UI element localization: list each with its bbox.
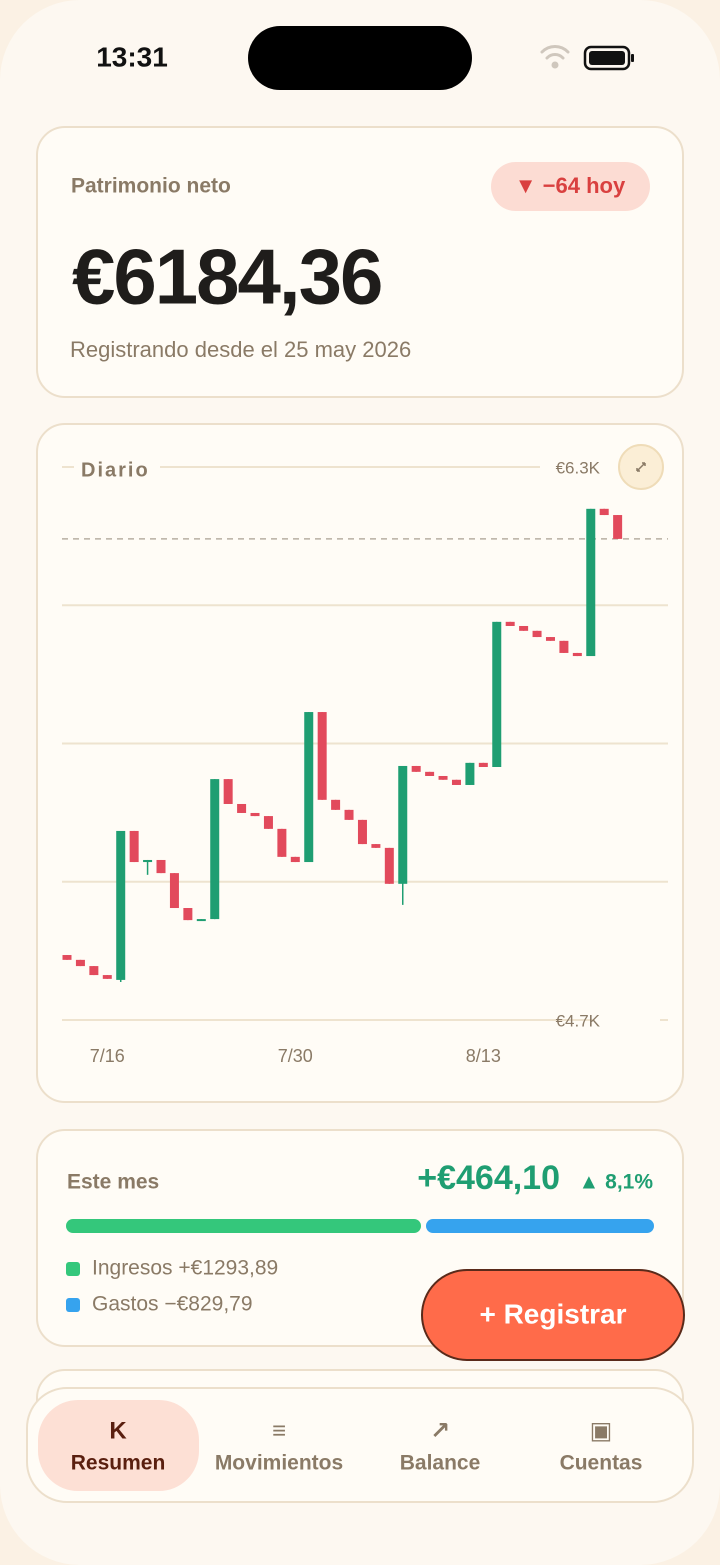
x-tick-label: 8/13 bbox=[466, 1046, 501, 1066]
candle-body bbox=[62, 955, 72, 960]
tab-bar bbox=[26, 1387, 694, 1503]
candle-body bbox=[532, 630, 542, 638]
month-pct: ▲ 8,1% bbox=[579, 1171, 654, 1194]
income-bar bbox=[66, 1219, 421, 1233]
candle-body bbox=[505, 621, 515, 626]
candle-body bbox=[384, 847, 394, 884]
income-swatch bbox=[66, 1262, 80, 1276]
candle-body bbox=[250, 812, 260, 817]
change-pill bbox=[491, 162, 650, 211]
chart-title: Diario bbox=[81, 459, 150, 481]
candle-body bbox=[102, 975, 112, 979]
x-tick-label: 7/30 bbox=[278, 1046, 313, 1066]
candle-body bbox=[304, 712, 314, 863]
candle-body bbox=[277, 828, 287, 857]
register-label: + Registrar bbox=[479, 1298, 626, 1329]
candle-body bbox=[183, 908, 193, 921]
tab-items: K Resumen ≡ Movimientos ↗ Balance ▣ Cuentas bbox=[71, 1417, 643, 1474]
x-tick-label: 7/16 bbox=[90, 1046, 125, 1066]
candle-body bbox=[116, 830, 126, 980]
candle-body bbox=[143, 859, 153, 863]
tab-label[interactable]: Resumen bbox=[71, 1452, 166, 1475]
candle-body bbox=[89, 966, 99, 976]
candle-body bbox=[357, 819, 367, 845]
month-label: Este mes bbox=[67, 1171, 159, 1194]
candle-body bbox=[223, 779, 233, 804]
expand-icon bbox=[636, 462, 646, 472]
income-text: Ingresos +€1293,89 bbox=[92, 1257, 278, 1280]
since-text: Registrando desde el 25 may 2026 bbox=[70, 337, 411, 362]
candle-body bbox=[196, 919, 206, 922]
status-time: 13:31 bbox=[96, 41, 168, 72]
tab-label[interactable]: Movimientos bbox=[215, 1452, 343, 1475]
month-total: +€464,10 bbox=[417, 1159, 560, 1197]
tab-icon: ≡ bbox=[272, 1417, 286, 1444]
candle-body bbox=[263, 816, 273, 829]
candle-body bbox=[331, 799, 341, 810]
tab-label[interactable]: Cuentas bbox=[560, 1452, 643, 1475]
y-tick-label: €6.3K bbox=[556, 458, 601, 477]
candle-body bbox=[492, 621, 502, 768]
dynamic-island bbox=[248, 26, 472, 90]
candle-body bbox=[438, 775, 448, 780]
candle-body bbox=[572, 652, 582, 657]
candle-body bbox=[75, 959, 85, 967]
tab-active-bg bbox=[38, 1400, 199, 1491]
candle-body bbox=[465, 762, 475, 785]
chart-card bbox=[36, 423, 684, 1103]
expense-swatch bbox=[66, 1298, 80, 1312]
candle-body bbox=[237, 803, 247, 813]
expense-text: Gastos −€829,79 bbox=[92, 1293, 253, 1316]
candle-body bbox=[398, 765, 408, 884]
candle-body bbox=[451, 779, 461, 785]
candle-body bbox=[317, 712, 327, 800]
register-button[interactable] bbox=[421, 1269, 685, 1361]
tab-label[interactable]: Balance bbox=[400, 1452, 481, 1475]
tab-icon: K bbox=[109, 1417, 127, 1444]
y-tick-label: €4.7K bbox=[556, 1011, 601, 1030]
candle-body bbox=[344, 809, 354, 820]
net-worth-label: Patrimonio neto bbox=[71, 175, 231, 198]
tab-icon: ▣ bbox=[590, 1417, 613, 1444]
candle-body bbox=[599, 508, 609, 516]
candle-body bbox=[586, 508, 596, 657]
candle-body bbox=[545, 637, 555, 641]
wifi-icon bbox=[540, 45, 570, 69]
candle-body bbox=[210, 779, 220, 920]
change-text: ▼ −64 hoy bbox=[515, 173, 626, 198]
candle-body bbox=[425, 771, 435, 776]
chart: €4.7K €6.3K 7/16 7/30 8/13 bbox=[62, 458, 668, 1066]
expense-bar bbox=[426, 1219, 654, 1233]
candle-body bbox=[411, 765, 421, 772]
candle-body bbox=[290, 856, 300, 863]
candle-body bbox=[371, 844, 381, 848]
tab-icon: ↗ bbox=[430, 1417, 450, 1444]
candle-body bbox=[613, 515, 623, 539]
candle-body bbox=[169, 873, 179, 909]
candle-body bbox=[129, 830, 139, 863]
battery-icon bbox=[583, 45, 634, 71]
candle-body bbox=[156, 859, 166, 874]
candle-body bbox=[519, 625, 529, 631]
candle-body bbox=[478, 762, 488, 768]
net-worth-value: €6184,36 bbox=[72, 233, 381, 321]
candle-body bbox=[559, 640, 569, 653]
